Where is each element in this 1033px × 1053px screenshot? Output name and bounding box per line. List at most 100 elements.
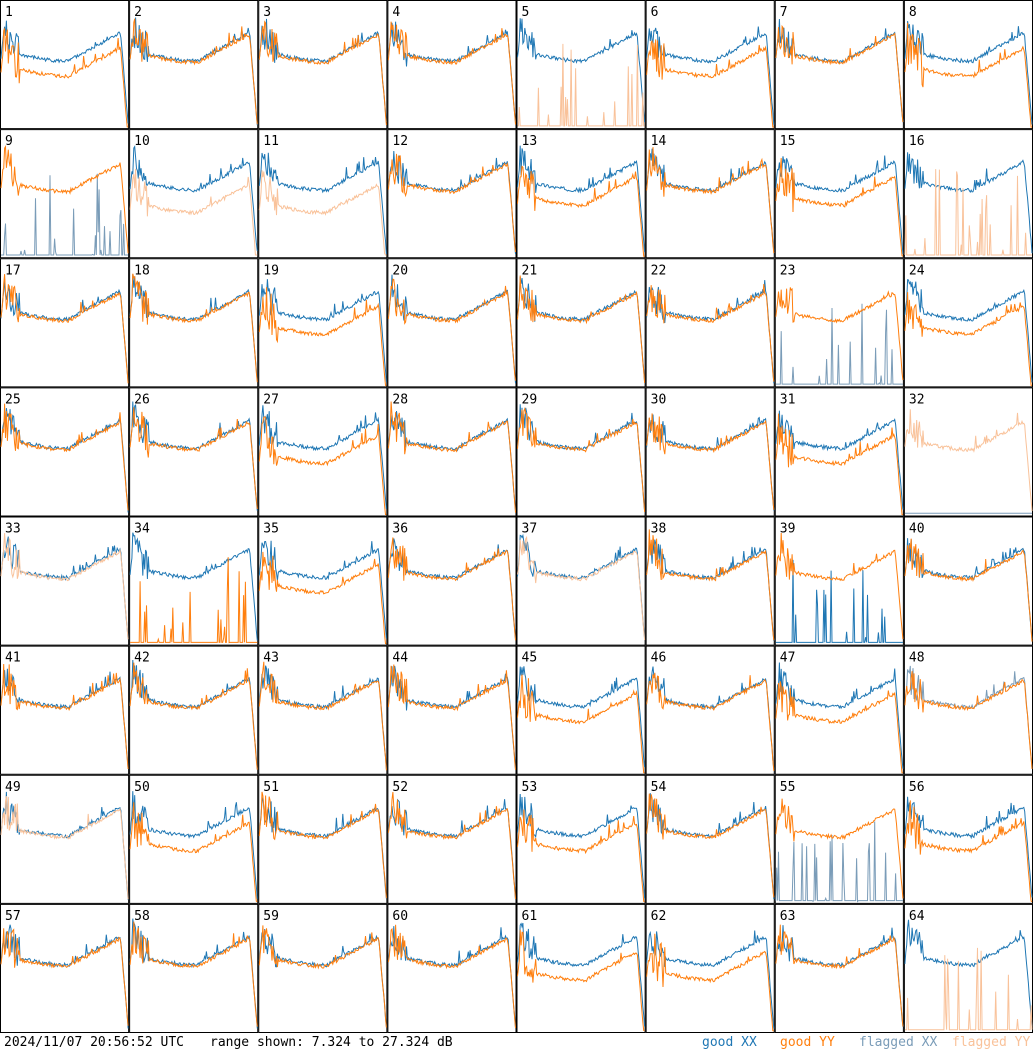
- xx-spectrum-line: [775, 155, 904, 255]
- yy-spectrum-line: [775, 413, 903, 515]
- panel-label: 27: [263, 392, 279, 407]
- yy-spectrum-line: [517, 165, 645, 257]
- xx-spectrum-line: [258, 540, 387, 639]
- xx-spectrum-line: [129, 17, 258, 126]
- panel-label: 58: [134, 909, 150, 924]
- panel-label: 53: [522, 780, 538, 795]
- panel-frame: [774, 387, 904, 517]
- legend-good-xx: good XX: [702, 1035, 757, 1050]
- xx-spectrum-line: [387, 926, 516, 1028]
- panel-frame: [387, 0, 517, 130]
- panel-label: 36: [392, 522, 408, 537]
- xx-spectrum-line: [258, 796, 387, 899]
- yy-spectrum-line: [517, 809, 645, 903]
- panel-label: 15: [780, 134, 796, 149]
- panel-label: 43: [263, 651, 279, 666]
- panel-frame: [774, 0, 904, 130]
- yy-spectrum-line: [129, 921, 258, 1027]
- xx-spectrum-line: [258, 405, 387, 509]
- panel-label: 6: [651, 5, 659, 20]
- panel-label: 61: [522, 909, 538, 924]
- panel-label: 31: [780, 392, 796, 407]
- panel-frame: [774, 774, 904, 904]
- yy-spectrum-line: [775, 158, 904, 257]
- panel-frame: [0, 0, 130, 130]
- panel-frame: [516, 516, 646, 646]
- xx-spectrum-line: [258, 279, 387, 383]
- panel-label: 56: [909, 780, 925, 795]
- yy-spectrum-line: [904, 671, 1033, 769]
- yy-spectrum-line: [258, 170, 387, 256]
- yy-spectrum-line: [387, 537, 516, 641]
- yy-spectrum-line: [646, 529, 775, 641]
- yy-spectrum-line: [0, 533, 129, 640]
- yy-spectrum-line: [904, 409, 1033, 512]
- yy-spectrum-line: [258, 661, 387, 771]
- yy-spectrum-line: [0, 663, 129, 770]
- panel-label: 46: [651, 651, 667, 666]
- xx-spectrum-line: [904, 279, 1033, 383]
- xx-spectrum-line: [387, 665, 516, 770]
- panel-frame: [0, 129, 130, 259]
- yy-spectrum-line: [387, 401, 516, 513]
- panel-label: 2: [134, 5, 142, 20]
- yy-spectrum-line: [258, 416, 387, 515]
- panel-label: 28: [392, 392, 408, 407]
- panel-frame: [516, 0, 646, 130]
- panel-frame: [516, 387, 646, 517]
- panel-frame: [258, 258, 388, 388]
- panel-label: 45: [522, 651, 538, 666]
- xx-spectrum-line: [387, 798, 516, 900]
- panel-label: 62: [651, 909, 667, 924]
- panel-label: 19: [263, 263, 279, 278]
- yy-spectrum-line: [0, 274, 129, 384]
- xx-spectrum-line: [517, 793, 646, 899]
- panel-label: 21: [522, 263, 538, 278]
- panel-frame: [258, 516, 388, 646]
- panel-label: 47: [780, 651, 796, 666]
- xx-spectrum-line: [0, 536, 129, 640]
- panel-label: 17: [5, 263, 21, 278]
- panel-frame: [387, 258, 517, 388]
- yy-spectrum-line: [646, 793, 775, 898]
- yy-spectrum-line: [0, 27, 129, 128]
- panel-label: 59: [263, 909, 279, 924]
- xx-spectrum-line: [0, 20, 129, 124]
- legend-flagged-xx: flagged XX: [859, 1035, 938, 1050]
- yy-spectrum-line: [387, 664, 516, 770]
- xx-spectrum-line: [0, 278, 129, 383]
- xx-spectrum-line: [387, 538, 516, 640]
- panel-frame: [129, 129, 259, 259]
- yy-spectrum-line: [904, 538, 1033, 642]
- panel-frame: [129, 258, 259, 388]
- xx-spectrum-line: [129, 918, 258, 1029]
- panel-frame: [0, 645, 130, 775]
- xx-spectrum-line: [775, 303, 903, 386]
- panel-frame: [258, 903, 388, 1033]
- panel-frame: [0, 516, 130, 646]
- yy-spectrum-line: [517, 275, 646, 383]
- panel-label: 8: [909, 5, 917, 20]
- yy-spectrum-line: [387, 278, 516, 381]
- panel-frame: [516, 774, 646, 904]
- xx-spectrum-line: [129, 401, 258, 511]
- xx-spectrum-line: [517, 533, 646, 639]
- xx-spectrum-line: [904, 796, 1033, 898]
- yy-spectrum-line: [258, 551, 387, 645]
- panel-label: 49: [5, 780, 21, 795]
- panel-frame: [645, 129, 775, 259]
- xx-spectrum-line: [517, 922, 646, 1027]
- xx-spectrum-line: [517, 18, 646, 123]
- yy-spectrum-line: [775, 798, 904, 899]
- panel-frame: [129, 516, 259, 646]
- xx-spectrum-line: [129, 659, 258, 770]
- yy-spectrum-line: [517, 406, 646, 512]
- panel-label: 52: [392, 780, 408, 795]
- panel-label: 5: [522, 5, 530, 20]
- yy-spectrum-line: [646, 39, 774, 128]
- xx-spectrum-line: [1, 173, 129, 256]
- yy-spectrum-line: [517, 929, 645, 1032]
- yy-spectrum-line: [387, 153, 516, 253]
- xx-spectrum-line: [129, 145, 258, 252]
- yy-spectrum-line: [775, 924, 904, 1027]
